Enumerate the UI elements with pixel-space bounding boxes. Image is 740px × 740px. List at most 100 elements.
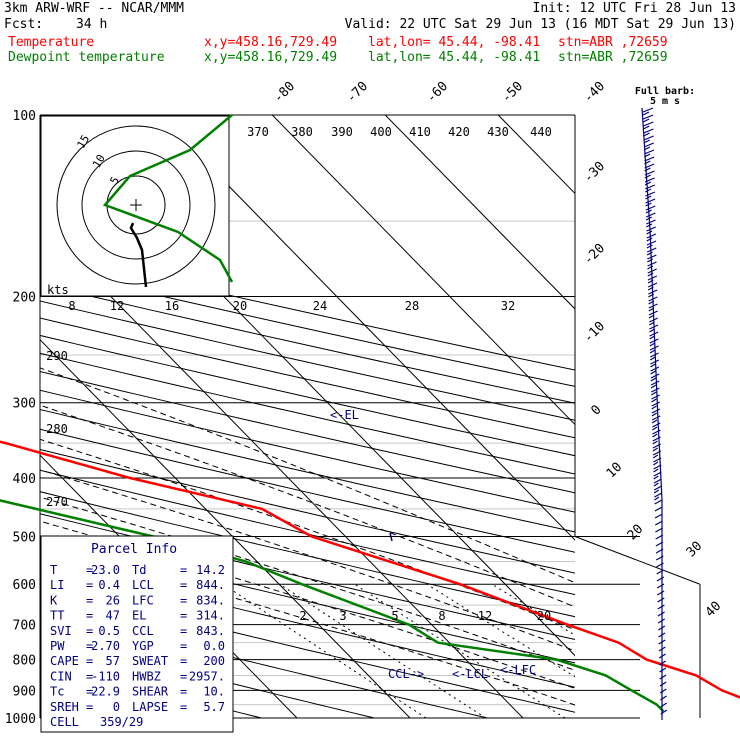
parcel-equals: = — [180, 639, 187, 653]
wind-barb — [654, 506, 663, 512]
parcel-tick — [389, 532, 393, 542]
parcel-equals: = — [86, 624, 93, 638]
theta-left-label: 280 — [46, 422, 68, 436]
wind-barb-half — [652, 447, 658, 452]
wind-barb-half — [642, 111, 650, 116]
parcel-field-label: LCL — [132, 578, 154, 592]
barbs-header: Full barb: — [635, 86, 695, 97]
wind-barb-half — [650, 370, 656, 375]
valid-time: Valid: 22 UTC Sat 29 Jun 13 (16 MDT Sat … — [344, 17, 736, 32]
wind-barb-half — [650, 391, 657, 396]
wind-barb — [645, 205, 656, 211]
wind-barb — [643, 128, 654, 134]
el-marker: <-EL — [330, 408, 359, 422]
cell-label: CELL — [50, 715, 79, 729]
wind-barb — [659, 681, 667, 687]
dry-adiabat-440 — [40, 267, 575, 387]
parcel-field-value: 200 — [203, 654, 225, 668]
wind-barb-half — [648, 321, 655, 326]
hodograph-box — [40, 115, 230, 297]
wind-barb — [658, 639, 666, 645]
theta-label: 400 — [370, 125, 392, 139]
wind-barb-half — [652, 440, 658, 445]
wind-barb-half — [645, 188, 652, 193]
parcel-equals: = — [86, 563, 93, 577]
parcel-field-label: PW — [50, 639, 65, 653]
mixing-ratio-5 — [354, 583, 566, 718]
parcel-field-value: 0.5 — [98, 624, 120, 638]
parcel-field-label: Td — [132, 563, 146, 577]
dry-adiabat-430 — [40, 283, 575, 404]
wind-barb-half — [647, 265, 654, 270]
forecast-hour: 34 h — [76, 17, 108, 32]
wind-barb-half — [650, 384, 657, 389]
temperature-station: stn=ABR ,72659 — [558, 35, 668, 50]
parcel-equals: = — [180, 669, 187, 683]
wind-barb — [653, 471, 662, 477]
kts-tick: 16 — [165, 299, 179, 313]
parcel-field-label: SREH — [50, 700, 79, 714]
pressure-label-600: 600 — [13, 578, 36, 593]
isotherm--10 — [40, 338, 411, 718]
wind-barb — [646, 219, 656, 225]
parcel-equals: = — [86, 654, 93, 668]
theta-label: 410 — [409, 125, 431, 139]
isotherm-label: -60 — [424, 79, 451, 106]
theta-left-label: 270 — [46, 495, 68, 509]
mixing-ratio-label: 3 — [339, 609, 346, 623]
wind-barb — [655, 527, 663, 533]
parcel-field-label: CIN — [50, 669, 72, 683]
wind-barb-half — [651, 412, 658, 417]
wind-barb-half — [653, 482, 659, 487]
parcel-field-value: 57 — [106, 654, 120, 668]
barbs-staff — [641, 107, 663, 720]
wind-barb — [644, 177, 655, 183]
parcel-field-value: 47 — [106, 609, 120, 623]
isotherm-label: -20 — [581, 241, 608, 268]
mixing-ratio-label: 8 — [438, 609, 445, 623]
wind-barb — [651, 394, 660, 400]
wind-barb-half — [647, 286, 654, 291]
temperature-xy: x,y=458.16,729.49 — [204, 35, 338, 50]
parcel-field-label: YGP — [132, 639, 154, 653]
pressure-label-700: 700 — [13, 619, 36, 634]
dewpoint-latlon: lat,lon= 45.44, -98.41 — [368, 50, 541, 65]
wind-barb-half — [646, 223, 653, 228]
parcel-field-label: SVI — [50, 624, 72, 638]
init-time: Init: 12 UTC Fri 28 Jun 13 — [532, 1, 737, 16]
isotherm-label: -80 — [271, 79, 298, 106]
wind-barb — [647, 282, 658, 288]
dry-adiabat-410 — [40, 317, 575, 439]
parcel-equals: = — [180, 563, 187, 577]
isotherm-label: 30 — [684, 539, 706, 561]
wind-barb — [660, 709, 668, 715]
wind-barb — [646, 233, 657, 239]
plot-right-taper — [574, 536, 701, 585]
hodograph-ring — [81, 150, 191, 260]
dry-adiabat-450 — [40, 251, 575, 371]
kts-tick: 32 — [501, 299, 515, 313]
moist-adiabat-20 — [40, 469, 575, 652]
wind-barb-half — [652, 433, 658, 438]
wind-barb — [648, 317, 659, 323]
lfc-marker: <-LFC — [500, 663, 536, 677]
wind-barb — [654, 499, 663, 505]
kts-label: kts — [47, 283, 69, 297]
pressure-label-100: 100 — [13, 109, 36, 124]
wind-barb — [660, 702, 668, 708]
isotherm-40 — [384, 115, 575, 310]
wind-barb — [654, 492, 663, 498]
dewpoint-legend: Dewpoint temperature — [8, 50, 165, 65]
parcel-equals: = — [86, 609, 93, 623]
parcel-equals: = — [180, 700, 187, 714]
wind-barb — [646, 240, 657, 246]
dry-adiabat-280 — [40, 583, 575, 713]
wind-barb-half — [648, 307, 655, 312]
pressure-label-500: 500 — [13, 530, 36, 545]
dewpoint-xy: x,y=458.16,729.49 — [204, 50, 338, 65]
wind-barb — [657, 611, 665, 617]
wind-barb — [644, 156, 655, 162]
wind-barb — [653, 457, 662, 463]
wind-barb — [657, 597, 665, 603]
